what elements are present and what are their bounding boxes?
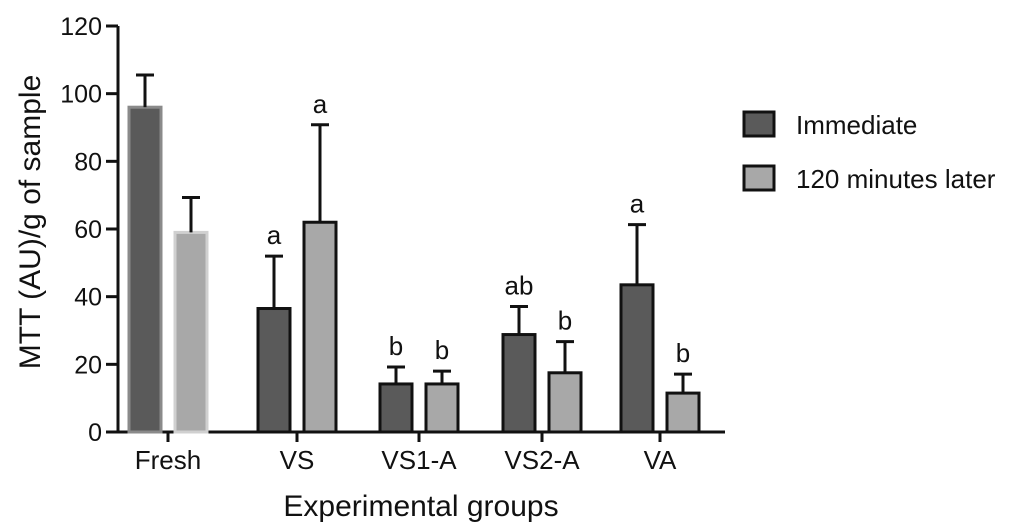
bar xyxy=(665,391,701,434)
y-tick-label: 60 xyxy=(74,216,102,244)
significance-label: b xyxy=(435,335,449,365)
significance-label: a xyxy=(630,189,645,219)
legend-swatch xyxy=(742,164,776,192)
bar xyxy=(547,371,583,434)
y-tick-label: 120 xyxy=(60,13,102,41)
error-bars xyxy=(136,73,692,394)
significance-label: b xyxy=(558,306,572,336)
x-tick-label: VS1-A xyxy=(381,445,457,475)
y-axis: 0 20 40 60 80 100 120 xyxy=(60,13,120,447)
bar xyxy=(127,105,163,434)
bars xyxy=(127,105,701,434)
legend: Immediate 120 minutes later xyxy=(742,110,996,194)
bar xyxy=(256,307,292,434)
bar xyxy=(378,382,414,434)
y-tick-label: 80 xyxy=(74,148,102,176)
bar xyxy=(424,382,460,434)
bar xyxy=(619,283,655,434)
x-axis-label: Experimental groups xyxy=(283,490,558,523)
x-tick-label: VA xyxy=(644,445,677,475)
x-tick-label: VS2-A xyxy=(504,445,580,475)
bar xyxy=(173,230,209,434)
x-tick-label: VS xyxy=(280,445,315,475)
legend-label: Immediate xyxy=(796,110,917,140)
bar xyxy=(501,333,537,434)
legend-label: 120 minutes later xyxy=(796,164,996,194)
legend-swatch xyxy=(742,110,776,138)
significance-label: b xyxy=(676,338,690,368)
bar xyxy=(302,220,338,434)
y-tick-label: 0 xyxy=(88,419,102,447)
y-tick-label: 40 xyxy=(74,284,102,312)
significance-label: b xyxy=(389,331,403,361)
y-tick-label: 20 xyxy=(74,351,102,379)
y-axis-label: MTT (AU)/g of sample xyxy=(14,75,47,370)
significance-label: a xyxy=(313,89,328,119)
significance-label: ab xyxy=(505,270,534,300)
x-tick-label: Fresh xyxy=(135,445,201,475)
significance-label: a xyxy=(267,220,282,250)
x-axis: Fresh VS VS1-A VS2-A VA xyxy=(118,430,725,475)
y-tick-label: 100 xyxy=(60,81,102,109)
